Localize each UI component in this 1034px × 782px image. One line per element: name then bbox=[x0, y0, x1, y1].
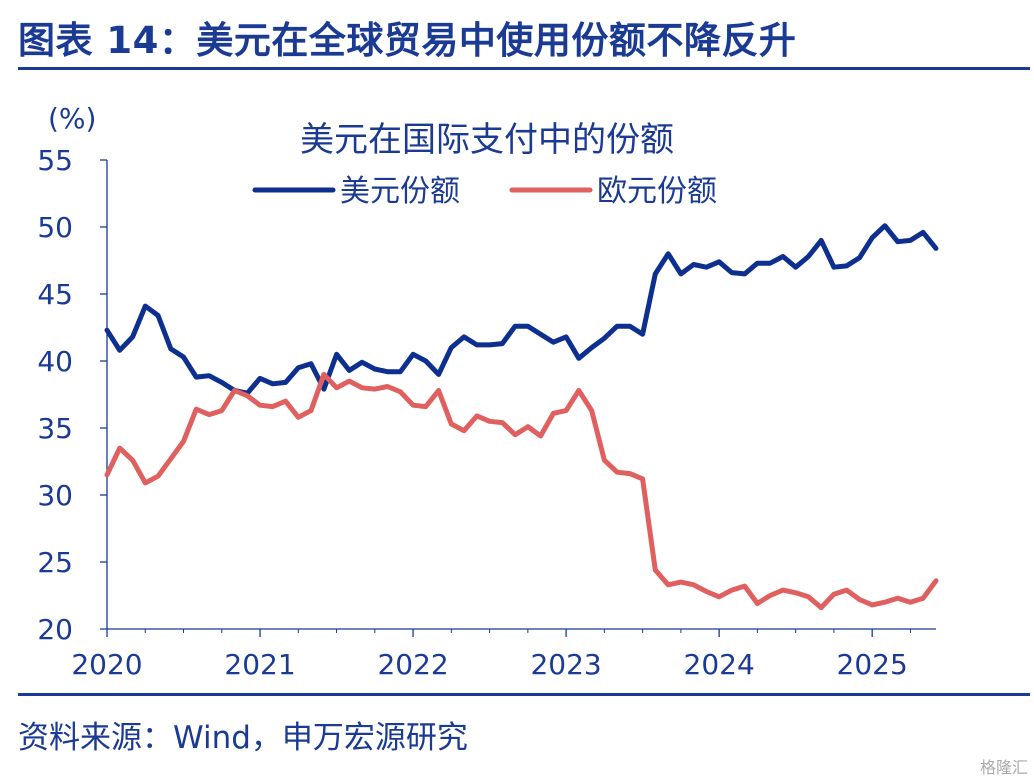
chart-title: 美元在国际支付中的份额 bbox=[300, 120, 674, 160]
y-tick-label: 25 bbox=[37, 546, 73, 579]
x-tick-label: 2020 bbox=[71, 648, 142, 681]
y-tick-label: 55 bbox=[37, 144, 73, 177]
axes bbox=[106, 160, 936, 630]
legend: 美元份额 欧元份额 bbox=[252, 174, 717, 209]
y-tick-label: 20 bbox=[37, 613, 73, 646]
x-tick-label: 2023 bbox=[530, 648, 601, 681]
source-note: 资料来源：Wind，申万宏源研究 bbox=[18, 720, 468, 756]
legend-label: 美元份额 bbox=[340, 174, 460, 209]
y-tick-label: 30 bbox=[37, 479, 73, 512]
x-tick-label: 2021 bbox=[224, 648, 295, 681]
series-lines bbox=[104, 223, 939, 611]
source-rule bbox=[18, 693, 1030, 696]
y-axis-unit: (%) bbox=[48, 102, 96, 135]
title-rule bbox=[18, 67, 1030, 70]
series-line-eur-share bbox=[104, 371, 939, 611]
series-line-usd-share bbox=[104, 223, 939, 396]
x-tick-label: 2024 bbox=[684, 648, 755, 681]
figure-title: 图表 14：美元在全球贸易中使用份额不降反升 bbox=[18, 19, 797, 62]
watermark: 格隆汇 bbox=[979, 758, 1028, 777]
y-tick-label: 40 bbox=[37, 345, 73, 378]
y-tick-label: 45 bbox=[37, 278, 73, 311]
x-tick-label: 2022 bbox=[377, 648, 448, 681]
y-tick-label: 35 bbox=[37, 412, 73, 445]
x-tick-label: 2025 bbox=[837, 648, 908, 681]
legend-label: 欧元份额 bbox=[597, 174, 717, 209]
y-tick-label: 50 bbox=[37, 211, 73, 244]
